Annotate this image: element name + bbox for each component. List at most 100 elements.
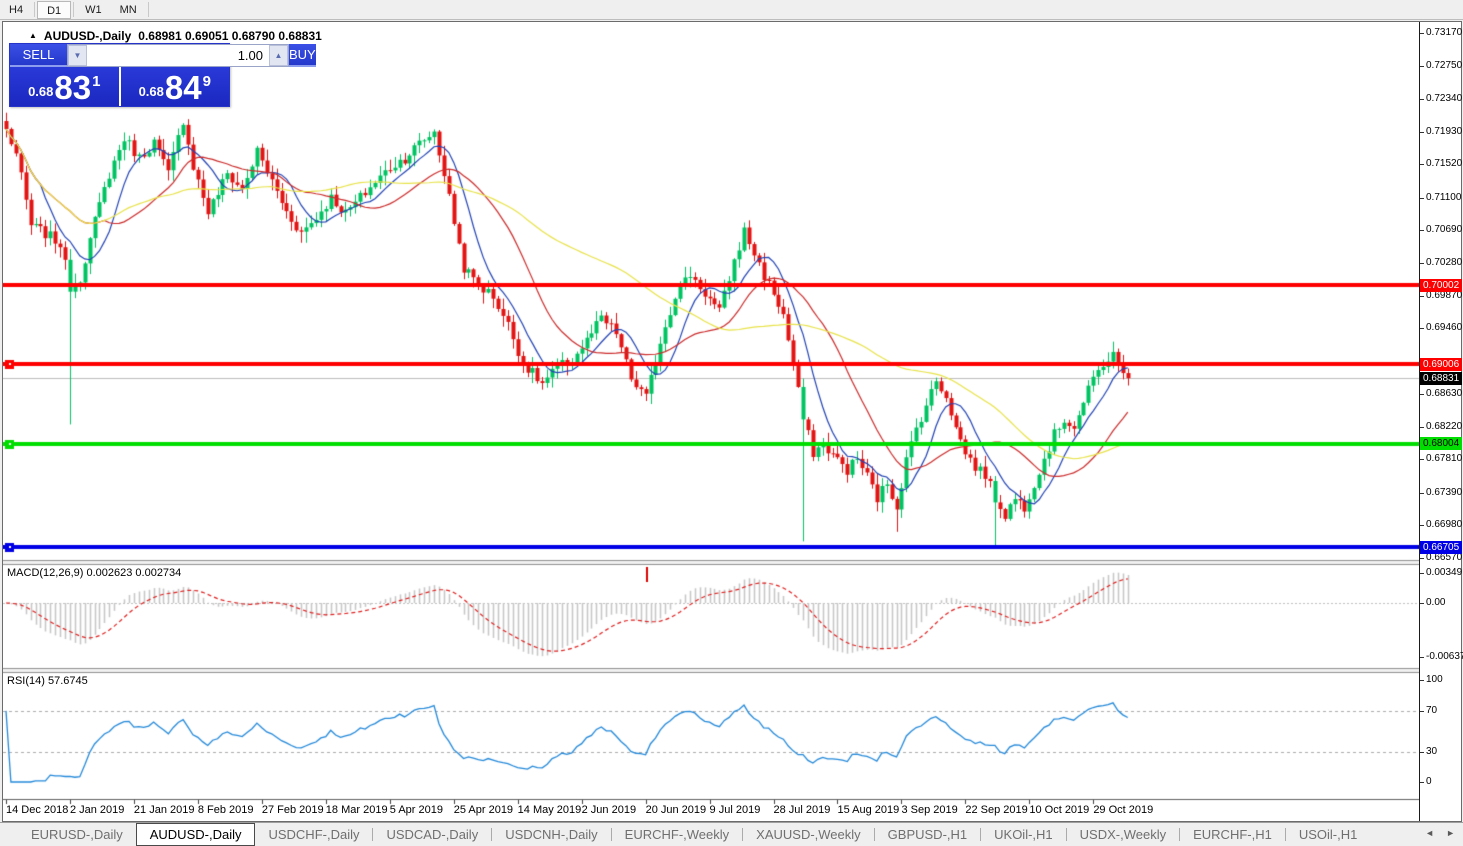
toolbar-separator: [73, 2, 75, 17]
tab-separator: [610, 828, 612, 841]
sell-price-button[interactable]: 0.68 83 1: [10, 67, 119, 106]
buy-price-prefix: 0.68: [138, 84, 164, 99]
chart-tab-bar: EURUSD-,Daily AUDUSD-,Daily USDCHF-,Daily U…: [0, 822, 1463, 846]
date-axis-label: 29 Oct 2019: [1093, 804, 1154, 816]
date-axis-label: 21 Jan 2019: [133, 804, 195, 816]
chart-tab-eurusd-daily[interactable]: EURUSD-,Daily: [31, 827, 123, 842]
chart-tab-usoil-h1[interactable]: USOil-,H1: [1298, 827, 1358, 842]
price-axis-tick: 0.71520: [1419, 158, 1463, 170]
tab-separator: [742, 828, 744, 841]
date-axis-label: 8 Feb 2019: [197, 804, 254, 816]
buy-price-pip: 9: [202, 73, 211, 90]
price-axis-tick: 0.73170: [1419, 27, 1463, 38]
macd-axis-tick: -0.00637: [1419, 651, 1463, 662]
date-axis-label: 14 May 2019: [517, 804, 582, 816]
chart-symbol-label: AUDUSD-,Daily: [43, 29, 132, 43]
chart-tab-audusd-daily[interactable]: AUDUSD-,Daily: [135, 823, 256, 846]
date-axis-label: 27 Feb 2019: [261, 804, 324, 816]
chart-tab-usdcad-daily[interactable]: USDCAD-,Daily: [386, 827, 479, 842]
timeframe-button-h4[interactable]: H4: [9, 3, 24, 16]
volume-increase-icon[interactable]: ▲: [269, 45, 288, 66]
price-axis-tick: 0.72340: [1419, 93, 1463, 105]
sell-price-big: 83: [54, 69, 92, 106]
rsi-axis-tick: 30: [1419, 745, 1438, 757]
price-axis-tick: 0.66980: [1419, 519, 1463, 531]
tab-scroll-controls: ◄ ►: [1425, 828, 1455, 838]
date-axis-label: 20 Jun 2019: [645, 804, 707, 816]
toolbar-separator: [34, 2, 36, 17]
date-axis-label: 2 Jun 2019: [581, 804, 637, 816]
tab-separator: [1065, 828, 1067, 841]
chart-canvas[interactable]: [3, 22, 1419, 821]
price-axis-tick: 0.70690: [1419, 224, 1463, 236]
rsi-axis-tick: 70: [1419, 704, 1438, 716]
chart-tab-eurchf-weekly[interactable]: EURCHF-,Weekly: [624, 827, 730, 842]
chart-tab-ukoil-h1[interactable]: UKOil-,H1: [994, 827, 1053, 842]
date-axis-label: 5 Apr 2019: [389, 804, 443, 816]
chart-tab-xauusd-weekly[interactable]: XAUUSD-,Weekly: [756, 827, 861, 842]
chart-tab-usdcnh-daily[interactable]: USDCNH-,Daily: [505, 827, 598, 842]
chart-tab-gbpusd-h1[interactable]: GBPUSD-,H1: [887, 827, 968, 842]
date-axis-label: 14 Dec 2018: [6, 804, 69, 816]
trade-panel-controls: SELL ▼ ▲ BUY: [10, 44, 316, 67]
macd-indicator-label: MACD(12,26,9) 0.002623 0.002734: [7, 567, 182, 579]
toolbar-separator: [147, 2, 149, 17]
sell-button[interactable]: SELL: [10, 44, 67, 67]
price-tag-0.70002: 0.70002: [1420, 278, 1462, 292]
price-tag-0.66705: 0.66705: [1420, 540, 1462, 554]
date-axis-label: 9 Jul 2019: [709, 804, 761, 816]
price-axis-tick: 0.67390: [1419, 486, 1463, 498]
price-axis-tick: 0.71100: [1419, 191, 1462, 203]
date-axis-label: 18 Mar 2019: [325, 804, 388, 816]
date-axis-label: 28 Jul 2019: [773, 804, 831, 816]
buy-button[interactable]: BUY: [289, 44, 316, 67]
price-axis-tick: 0.67810: [1419, 453, 1463, 465]
chart-title: ▲ AUDUSD-,Daily 0.68981 0.69051 0.68790 …: [29, 29, 322, 43]
date-axis-label: 15 Aug 2019: [837, 804, 900, 816]
chart-tab-usdchf-daily[interactable]: USDCHF-,Daily: [268, 827, 360, 842]
macd-axis-tick: 0.00349: [1419, 567, 1463, 578]
trade-panel-prices: 0.68 83 1 0.68 84 9: [10, 67, 229, 106]
tab-separator: [372, 828, 374, 841]
buy-price-button[interactable]: 0.68 84 9: [120, 67, 229, 106]
timeframe-button-mn[interactable]: MN: [119, 3, 137, 16]
tab-separator: [980, 828, 982, 841]
tab-separator: [873, 828, 875, 841]
collapse-panel-icon[interactable]: ▲: [29, 31, 37, 40]
date-axis-label: 25 Apr 2019: [453, 804, 514, 816]
price-axis-tick: 0.72750: [1419, 60, 1463, 72]
chart-tab-usdx-weekly[interactable]: USDX-,Weekly: [1079, 827, 1167, 842]
price-axis-tick: 0.69460: [1419, 322, 1463, 334]
tab-scroll-right-icon[interactable]: ►: [1446, 828, 1455, 838]
chart-window: ▲ AUDUSD-,Daily 0.68981 0.69051 0.68790 …: [2, 21, 1463, 822]
price-axis-tick: 0.69870: [1419, 289, 1463, 301]
price-tag-0.68004: 0.68004: [1420, 437, 1462, 451]
tab-separator: [1179, 828, 1181, 841]
timeframe-button-d1[interactable]: D1: [37, 0, 72, 19]
one-click-trading-panel: SELL ▼ ▲ BUY 0.68 83 1 0.68 84 9: [9, 43, 316, 107]
rsi-axis-tick: 0: [1420, 776, 1432, 787]
price-axis-tick: 0.66570: [1419, 552, 1463, 564]
date-axis-label: 3 Sep 2019: [901, 804, 958, 816]
price-tag-0.69006: 0.69006: [1420, 357, 1462, 371]
timeframe-toolbar: H4 D1 W1 MN: [0, 0, 1463, 20]
volume-input[interactable]: [87, 45, 269, 66]
sell-price-prefix: 0.68: [28, 84, 54, 99]
sell-price-pip: 1: [92, 73, 101, 90]
price-axis-tick: 0.68220: [1419, 420, 1463, 432]
rsi-axis-tick: 100: [1420, 674, 1443, 686]
timeframe-button-w1[interactable]: W1: [85, 3, 102, 16]
tab-scroll-left-icon[interactable]: ◄: [1425, 828, 1435, 838]
tab-separator: [1284, 828, 1286, 841]
price-axis: 0.73170 0.72750 0.72340 0.71930 0.71520 0.711…: [1419, 22, 1463, 821]
buy-price-big: 84: [164, 69, 202, 106]
rsi-indicator-label: RSI(14) 57.6745: [7, 675, 88, 687]
tab-separator: [491, 828, 493, 841]
chart-tab-eurchf-h1[interactable]: EURCHF-,H1: [1193, 827, 1272, 842]
date-axis-label: 2 Jan 2019: [69, 804, 125, 816]
date-axis-label: 10 Oct 2019: [1029, 804, 1090, 816]
macd-axis-tick: 0.00: [1419, 597, 1446, 608]
volume-decrease-icon[interactable]: ▼: [68, 45, 87, 66]
price-axis-tick: 0.68630: [1419, 388, 1463, 400]
volume-stepper: ▼ ▲: [67, 44, 289, 67]
